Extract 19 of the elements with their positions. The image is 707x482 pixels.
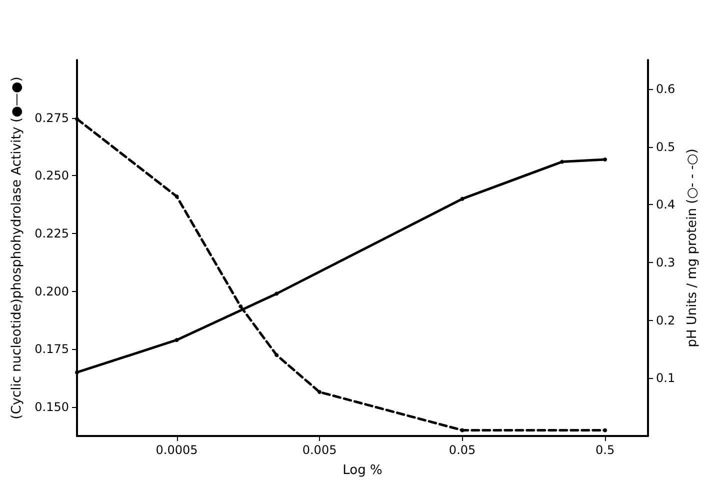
y2-tick-label: 0.6 (656, 82, 676, 96)
y2-axis-title: pH Units / mg protein (○- - -○) (685, 148, 700, 348)
y-axis-title: (Cyclic nucleotide)phosphohydrolase Activity (●—●) (10, 76, 25, 420)
y-tick-label: 0.250 (34, 168, 69, 183)
y-tick-label: 0.275 (34, 110, 69, 125)
y-tick-label: 0.200 (34, 284, 69, 298)
y2-tick-label: 0.5 (656, 140, 676, 154)
y-tick-label: 0.150 (34, 400, 69, 414)
y2-tick-label: 0.1 (656, 371, 676, 386)
x-axis-title: Log % (342, 463, 382, 478)
y-tick-label: 0.225 (34, 226, 69, 241)
x-tick-label: 0.0005 (156, 443, 198, 457)
x-tick-label: 0.05 (448, 443, 476, 457)
y2-tick-label: 0.4 (656, 198, 676, 212)
y-tick-label: 0.175 (34, 342, 69, 356)
y2-tick-label: 0.3 (656, 255, 676, 270)
x-tick-label: 0.005 (302, 443, 337, 457)
x-tick-label: 0.5 (595, 443, 615, 457)
y2-tick-label: 0.2 (656, 313, 676, 328)
